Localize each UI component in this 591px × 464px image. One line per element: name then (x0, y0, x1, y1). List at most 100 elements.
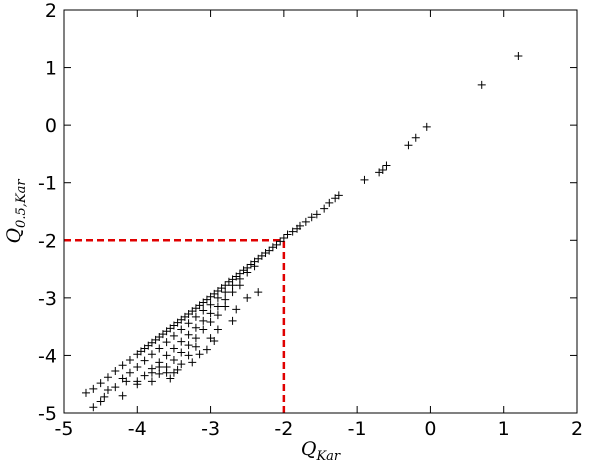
data-point (195, 350, 204, 359)
data-point (199, 316, 208, 325)
x-axis-label-subscript: Kar (315, 449, 340, 464)
data-point (221, 288, 230, 297)
y-axis-label: Q0.5,Kar (3, 179, 29, 244)
data-point (169, 331, 178, 340)
data-point (279, 233, 288, 242)
data-point (411, 133, 420, 142)
data-point (221, 302, 230, 311)
data-point (162, 338, 171, 347)
data-point (147, 377, 156, 386)
data-point (254, 288, 263, 297)
data-point (243, 268, 252, 277)
reference-lines (64, 239, 286, 413)
data-point (89, 384, 98, 393)
data-point (307, 213, 316, 222)
data-point (312, 210, 321, 219)
data-point (325, 198, 334, 207)
data-point (147, 368, 156, 377)
data-point (191, 323, 200, 332)
data-point (169, 344, 178, 353)
plot-frame (63, 9, 578, 414)
data-point (210, 337, 219, 346)
data-point (191, 312, 200, 321)
data-point (118, 391, 127, 400)
data-point (268, 243, 277, 252)
data-point (191, 342, 200, 351)
data-point (276, 237, 285, 246)
x-tick-label: -5 (55, 418, 74, 440)
x-tick-label: -1 (348, 418, 367, 440)
data-point (162, 351, 171, 360)
data-point (125, 356, 134, 365)
data-point (122, 377, 131, 386)
y-axis-label-base: Q (3, 228, 25, 244)
data-point (360, 175, 369, 184)
data-point (177, 348, 186, 357)
y-tick-labels: -5 -4 -3 -2 -1 0 1 2 (38, 0, 57, 425)
data-point (235, 281, 244, 290)
data-point (173, 365, 182, 374)
x-tick-label: 1 (498, 418, 510, 440)
data-point (293, 224, 302, 233)
data-point (177, 325, 186, 334)
x-axis-label: QKar (301, 438, 341, 464)
data-point (422, 122, 431, 131)
y-tick-label: -2 (38, 230, 57, 252)
data-point (147, 350, 156, 359)
data-point (288, 227, 297, 236)
data-point (382, 161, 391, 170)
data-point (283, 230, 292, 239)
x-tick-label: 2 (571, 418, 583, 440)
data-point (184, 330, 193, 339)
data-point (177, 360, 186, 369)
y-tick-label: -4 (38, 345, 57, 367)
data-point (169, 356, 178, 365)
data-point (206, 318, 215, 327)
data-point (514, 52, 523, 61)
data-point (188, 358, 197, 367)
data-point (133, 380, 142, 389)
data-point (162, 368, 171, 377)
data-point (96, 379, 105, 388)
y-tick-label: -3 (38, 288, 57, 310)
data-point (199, 325, 208, 334)
data-point (111, 366, 120, 375)
data-point (250, 262, 259, 271)
data-point (100, 392, 109, 401)
data-point (477, 80, 486, 89)
data-point (243, 293, 252, 302)
data-point (184, 319, 193, 328)
data-point (103, 373, 112, 382)
x-tick-labels: -5 -4 -3 -2 -1 0 1 2 (55, 418, 584, 440)
data-point (320, 204, 329, 213)
data-point (111, 383, 120, 392)
y-tick-label: -5 (38, 403, 57, 425)
y-axis-label-subscript: 0.5,Kar (14, 179, 29, 228)
data-point (133, 362, 142, 371)
data-point (331, 194, 340, 203)
data-point (140, 356, 149, 365)
data-point (301, 217, 310, 226)
data-point (184, 351, 193, 360)
data-point (191, 334, 200, 343)
data-point (199, 306, 208, 315)
data-point (221, 295, 230, 304)
data-point (184, 341, 193, 350)
x-axis-label-base: Q (301, 438, 317, 460)
data-point (213, 302, 222, 311)
data-point (140, 371, 149, 380)
data-point (228, 288, 237, 297)
data-point (228, 316, 237, 325)
data-point (125, 368, 134, 377)
x-tick-label: 0 (424, 418, 436, 440)
y-tick-label: 2 (45, 0, 57, 22)
data-point (213, 293, 222, 302)
x-tick-label: -3 (201, 418, 220, 440)
data-point (81, 388, 90, 397)
data-point (206, 309, 215, 318)
data-point (96, 397, 105, 406)
x-tick-label: -4 (128, 418, 147, 440)
data-point (404, 141, 413, 150)
data-point (89, 403, 98, 412)
